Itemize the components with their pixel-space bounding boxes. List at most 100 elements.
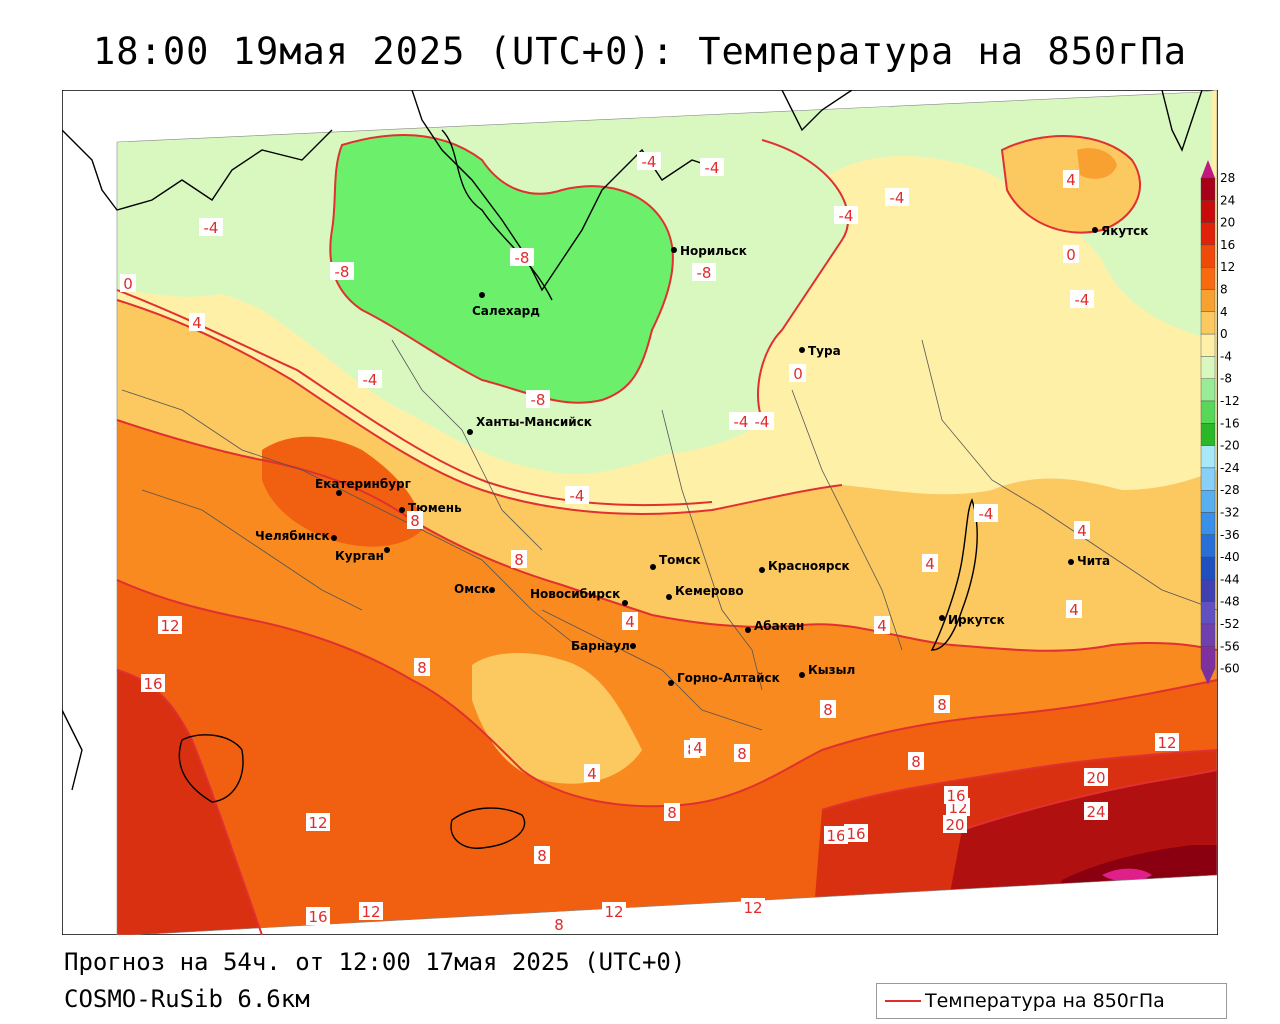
city-kemerovo: Кемерово — [666, 584, 744, 600]
colorbar-swatch — [1200, 266, 1216, 290]
coastlines — [62, 90, 1203, 849]
city-norilsk: Норильск — [671, 244, 747, 258]
isotherm-label-box — [834, 206, 858, 224]
isotherm-label: 8 — [911, 753, 921, 771]
isotherm-label: 0 — [123, 275, 133, 293]
svg-text:Абакан: Абакан — [754, 619, 804, 633]
isotherm-label-box — [358, 370, 382, 388]
svg-text:Салехард: Салехард — [472, 304, 540, 318]
colorbar-tick-label: -20 — [1220, 439, 1240, 453]
isotherm-label: -8 — [531, 391, 546, 409]
isotherm-label-box — [414, 658, 430, 676]
isotherm-label-box — [306, 813, 330, 831]
isotherm-label-box — [690, 738, 706, 756]
svg-text:Екатеринбург: Екатеринбург — [315, 477, 411, 491]
isotherm-label-box — [189, 313, 205, 331]
colorbar-tick-label: -24 — [1220, 461, 1240, 475]
isotherm-label-box — [584, 764, 600, 782]
colorbar-tick-label: -56 — [1220, 639, 1240, 653]
colorbar-tick-label: 0 — [1220, 327, 1228, 341]
colorbar-swatch — [1200, 490, 1216, 513]
isotherm-label: 4 — [877, 617, 887, 635]
isotherm-label: 16 — [946, 787, 965, 805]
city-tura: Тура — [799, 344, 841, 358]
isotherm-label: -4 — [642, 153, 657, 171]
colorbar-swatch — [1200, 445, 1216, 469]
isotherm-labels: -4-4-4-4-4-4-8-8-8-8-4-4-44000404-444448… — [120, 152, 1179, 934]
isotherm-label-box — [734, 744, 750, 762]
isotherm-label: 4 — [925, 555, 935, 573]
city-abakan: Абакан — [745, 619, 804, 633]
colorbar-swatch — [1200, 244, 1216, 268]
colorbar-swatch — [1200, 378, 1216, 402]
isotherm-label: 8 — [737, 745, 747, 763]
colorbar-swatch — [1200, 177, 1216, 201]
isotherm-label-box — [750, 412, 774, 430]
colorbar-tick-label: -44 — [1220, 572, 1240, 586]
isotherm-label-box — [407, 511, 423, 529]
isotherm-label: 8 — [537, 847, 547, 865]
isotherm-label: 16 — [826, 827, 845, 845]
colorbar-max-arrow — [1201, 160, 1215, 178]
isotherm-label: -4 — [705, 159, 720, 177]
isotherm-label: 0 — [793, 365, 803, 383]
colorbar-tick-label: -60 — [1220, 662, 1240, 676]
colorbar-tick-label: 28 — [1220, 171, 1235, 185]
svg-text:Курган: Курган — [335, 549, 384, 563]
svg-text:Горно-Алтайск: Горно-Алтайск — [677, 671, 780, 685]
colorbar-swatch — [1200, 222, 1216, 246]
svg-text:Красноярск: Красноярск — [768, 559, 850, 573]
city-chelyabinsk: Челябинск — [255, 529, 337, 543]
map-title: 18:00 19мая 2025 (UTC+0): Температура на… — [93, 30, 1187, 73]
isotherm-label: 4 — [1077, 522, 1087, 540]
forecast-info: Прогноз на 54ч. от 12:00 17мая 2025 (UTC… — [64, 948, 686, 976]
city-gorno-altaysk: Горно-Алтайск — [668, 671, 780, 686]
isotherm-label-box — [551, 915, 567, 933]
colorbar-tick-label: -36 — [1220, 528, 1240, 542]
isotherm-label: 16 — [846, 825, 865, 843]
isotherm-label: 4 — [1066, 171, 1076, 189]
isotherm-label: 20 — [945, 816, 964, 834]
isotherm-label-box — [908, 752, 924, 770]
isotherm-label-box — [120, 274, 136, 292]
isotherm-label-box — [1074, 521, 1090, 539]
isotherm-label: 12 — [361, 903, 380, 921]
city-chita: Чита — [1068, 554, 1110, 568]
isotherm-label: 12 — [743, 899, 762, 917]
isotherm-label: 24 — [1086, 803, 1105, 821]
colorbar-tick-label: 8 — [1220, 283, 1228, 297]
colorbar-swatch — [1200, 534, 1216, 558]
isotherm-label: 4 — [1069, 601, 1079, 619]
isotherm-label: -4 — [755, 413, 770, 431]
colorbar-swatch — [1200, 601, 1216, 625]
city-khanty-mansiysk: Ханты-Мансийск — [467, 415, 592, 435]
isotherm-label: 4 — [625, 613, 635, 631]
colorbar-tick-label: -4 — [1220, 349, 1232, 363]
city-barnaul: Барнаул — [571, 639, 636, 653]
isotherm-label: 4 — [693, 739, 703, 757]
isotherm-label: 16 — [143, 675, 162, 693]
isotherm-label: 8 — [417, 659, 427, 677]
colorbar-tick-label: -48 — [1220, 595, 1240, 609]
isotherm-label: 8 — [937, 696, 947, 714]
svg-text:Ханты-Мансийск: Ханты-Мансийск — [476, 415, 592, 429]
city-kurgan: Курган — [335, 547, 390, 563]
isotherm-label-box — [1084, 768, 1108, 786]
isotherm-label-box — [602, 902, 626, 920]
isotherm-label: -4 — [839, 207, 854, 225]
colorbar-swatch — [1200, 311, 1216, 335]
colorbar-swatch — [1200, 579, 1216, 602]
svg-text:Чита: Чита — [1077, 554, 1110, 568]
colorbar-tick-label: 4 — [1220, 305, 1228, 319]
isotherm-label-box — [306, 907, 330, 925]
svg-text:Томск: Томск — [659, 553, 701, 567]
isotherm-label-box — [664, 803, 680, 821]
isotherm-label-box — [1070, 290, 1094, 308]
svg-text:Кемерово: Кемерово — [675, 584, 744, 598]
city-novosibirsk: Новосибирск — [530, 587, 628, 606]
isotherm-label-box — [534, 846, 550, 864]
isotherm-label-box — [934, 695, 950, 713]
isotherm-label: -4 — [734, 413, 749, 431]
colorbar-swatch — [1200, 333, 1216, 357]
svg-text:Омск: Омск — [454, 582, 489, 596]
